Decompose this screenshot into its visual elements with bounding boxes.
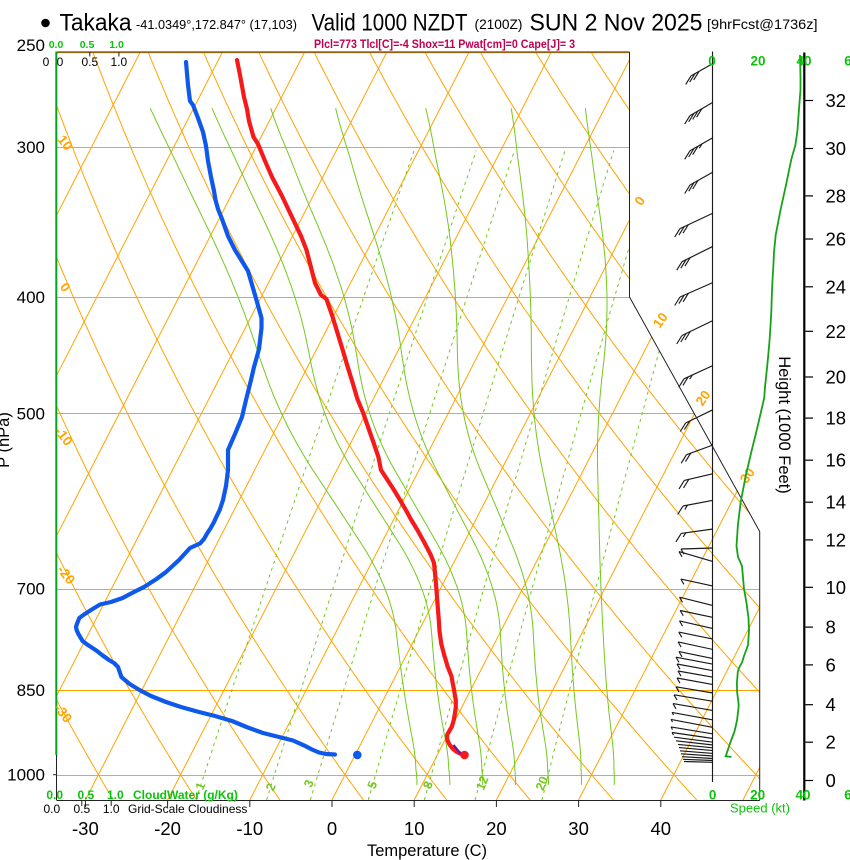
svg-text:850: 850 (17, 681, 45, 700)
svg-text:6: 6 (826, 654, 836, 675)
svg-text:20: 20 (486, 818, 507, 839)
svg-text:1.0: 1.0 (111, 55, 128, 69)
svg-text:0: 0 (57, 55, 64, 69)
svg-text:0.5: 0.5 (81, 55, 98, 69)
svg-text:Speed (kt): Speed (kt) (730, 801, 790, 816)
svg-text:P (hPa): P (hPa) (0, 412, 13, 468)
svg-text:30: 30 (568, 818, 589, 839)
svg-text:-10: -10 (236, 818, 263, 839)
svg-text:SUN 2 Nov 2025: SUN 2 Nov 2025 (530, 10, 703, 37)
svg-text:5: 5 (365, 779, 381, 791)
svg-text:30: 30 (826, 138, 847, 159)
svg-text:-41.0349°,172.847° (17,103): -41.0349°,172.847° (17,103) (136, 18, 297, 32)
svg-text:-20: -20 (154, 818, 181, 839)
svg-text:400: 400 (17, 288, 45, 307)
svg-text:1: 1 (193, 780, 209, 792)
svg-text:Grid-Scale Cloudiness: Grid-Scale Cloudiness (128, 802, 247, 816)
svg-text:4: 4 (826, 694, 836, 715)
svg-text:12: 12 (826, 529, 847, 550)
svg-text:60: 60 (844, 788, 850, 803)
svg-text:500: 500 (17, 404, 45, 423)
svg-text:0.5: 0.5 (80, 39, 95, 51)
svg-text:24: 24 (826, 276, 847, 297)
svg-text:-30: -30 (72, 818, 99, 839)
svg-text:0: 0 (826, 770, 836, 791)
svg-text:1.0: 1.0 (107, 788, 124, 802)
svg-text:20: 20 (750, 54, 765, 69)
svg-text:Valid 1000 NZDT: Valid 1000 NZDT (312, 10, 468, 37)
svg-text:0.5: 0.5 (78, 788, 95, 802)
svg-text:1000: 1000 (7, 766, 45, 785)
svg-text:0: 0 (327, 818, 337, 839)
svg-text:0: 0 (43, 55, 50, 69)
svg-text:26: 26 (826, 229, 847, 250)
svg-text:60: 60 (844, 54, 850, 69)
svg-text:0.0: 0.0 (46, 788, 63, 802)
svg-text:10: 10 (650, 310, 671, 331)
svg-text:30: 30 (737, 465, 758, 486)
svg-text:3: 3 (301, 778, 317, 790)
svg-text:0.5: 0.5 (73, 802, 90, 816)
svg-text:250: 250 (17, 36, 45, 55)
svg-text:0: 0 (709, 788, 717, 803)
svg-text:Height (1000 Feet): Height (1000 Feet) (775, 356, 793, 494)
svg-text:Takaka: Takaka (60, 10, 133, 37)
svg-text:20: 20 (533, 774, 551, 792)
svg-text:0: 0 (708, 54, 716, 69)
svg-text:40: 40 (796, 54, 811, 69)
svg-text:20: 20 (750, 788, 765, 803)
svg-text:Plcl=773 Tlcl[C]=-4 Shox=11 Pw: Plcl=773 Tlcl[C]=-4 Shox=11 Pwat[cm]=0 C… (314, 39, 575, 51)
svg-text:(2100Z): (2100Z) (475, 17, 523, 32)
svg-text:[9hrFcst@1736z]: [9hrFcst@1736z] (707, 16, 818, 32)
svg-text:12: 12 (473, 774, 491, 792)
svg-text:40: 40 (651, 818, 672, 839)
svg-text:28: 28 (826, 185, 847, 206)
svg-text:2: 2 (826, 732, 836, 753)
svg-text:300: 300 (17, 138, 45, 157)
svg-text:10: 10 (55, 132, 76, 153)
svg-text:10: 10 (404, 818, 425, 839)
svg-text:2: 2 (263, 781, 279, 793)
svg-text:22: 22 (826, 321, 847, 342)
svg-text:1.0: 1.0 (103, 802, 120, 816)
svg-text:18: 18 (826, 408, 847, 429)
svg-text:40: 40 (795, 788, 810, 803)
svg-text:8: 8 (420, 779, 436, 791)
svg-text:Temperature (C): Temperature (C) (367, 842, 487, 860)
svg-text:20: 20 (826, 367, 847, 388)
svg-text:CloudWater (g/Kg): CloudWater (g/Kg) (133, 788, 238, 802)
svg-text:10: 10 (826, 577, 847, 598)
svg-text:0.0: 0.0 (49, 39, 64, 51)
svg-text:32: 32 (826, 90, 847, 111)
svg-text:1.0: 1.0 (109, 39, 124, 51)
svg-text:20: 20 (693, 388, 714, 409)
svg-text:14: 14 (826, 492, 847, 513)
svg-text:16: 16 (826, 450, 847, 471)
svg-text:0.0: 0.0 (43, 802, 60, 816)
svg-text:8: 8 (826, 617, 836, 638)
svg-text:700: 700 (17, 580, 45, 599)
